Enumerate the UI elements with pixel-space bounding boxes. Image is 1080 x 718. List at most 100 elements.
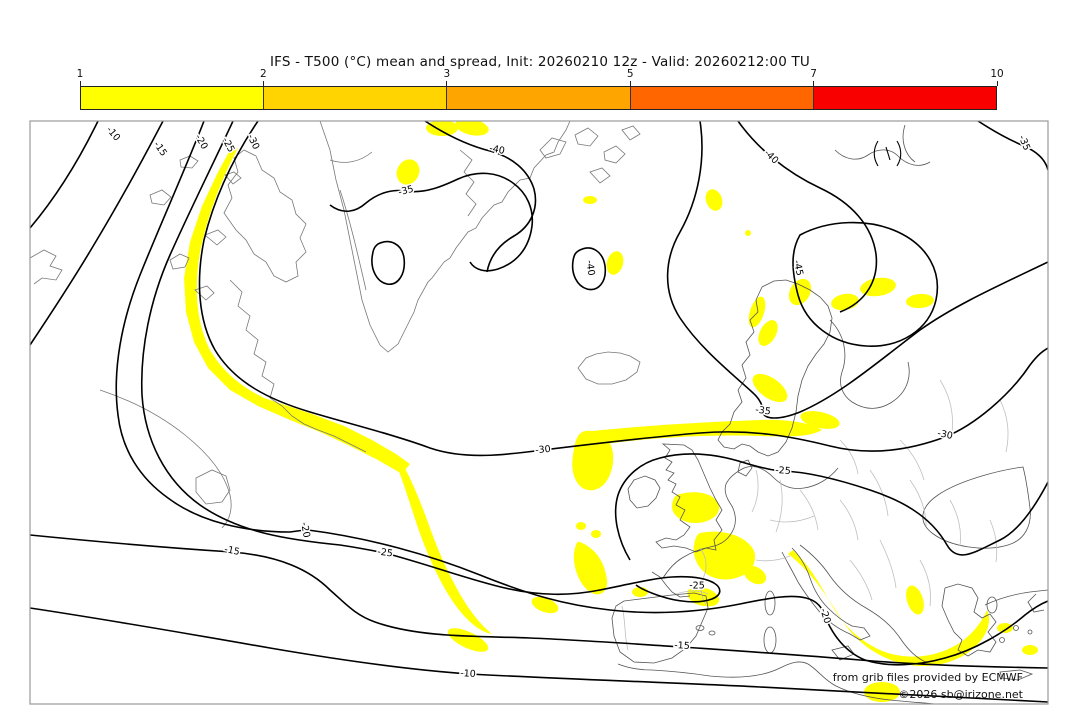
country-border — [939, 379, 953, 433]
spread-patch — [531, 596, 559, 614]
coastline-italy — [781, 547, 871, 641]
country-border — [909, 479, 927, 527]
coastline — [708, 630, 716, 636]
contour-minus30 — [198, 121, 1048, 457]
coastline-balkans — [799, 544, 927, 663]
contour-label--20: -20 — [817, 607, 832, 625]
coastline-greenland — [319, 121, 571, 353]
coastline — [902, 124, 916, 163]
spread-patch — [997, 623, 1013, 633]
country-border — [839, 499, 859, 541]
contour-minus10 — [30, 121, 99, 229]
colorbar-segment-3-5 — [447, 87, 631, 109]
coastline — [30, 249, 63, 285]
spread-patch — [906, 585, 924, 615]
contour-label--20: -20 — [298, 521, 312, 538]
contour-label-layer: -10-15 -20 -25 -30-35-40-40-40-45-35-35-30-… — [102, 123, 1033, 682]
spread-patch — [748, 296, 766, 328]
contour-minus15 — [30, 121, 164, 346]
coastline-africa — [617, 661, 936, 704]
coastline — [339, 189, 367, 291]
coastline — [459, 149, 477, 217]
coastline-crete — [999, 669, 1034, 681]
spread-patch — [573, 541, 608, 595]
spread-patch — [745, 230, 751, 236]
coastline-scandinavia — [717, 279, 833, 457]
contour-small — [873, 140, 879, 167]
contour-label--40: -40 — [488, 143, 505, 157]
contour-label--15: -15 — [674, 640, 690, 652]
coastline — [737, 459, 753, 477]
spread-patch — [705, 189, 723, 211]
country-border — [919, 559, 931, 607]
coastline-iceland — [577, 351, 641, 385]
coastline-blacksea — [922, 466, 1031, 549]
colorbar-segment-2-3 — [264, 87, 448, 109]
contour-label--45: -45 — [791, 259, 805, 276]
contour-label--35: -35 — [397, 184, 415, 199]
contour-minus40-closed — [571, 247, 607, 291]
contour-label--15: -15 — [151, 139, 169, 158]
coastline — [329, 151, 373, 163]
country-border — [839, 439, 859, 475]
spread-patch — [583, 196, 597, 204]
contour-minus35 — [329, 172, 534, 272]
coastline — [834, 149, 931, 166]
map-frame — [29, 120, 1049, 705]
coastline — [179, 155, 199, 169]
contour-minus25 — [614, 453, 1048, 561]
spread-patch — [860, 277, 896, 297]
contour-label--20: -20 — [192, 133, 209, 152]
coastline — [204, 229, 227, 246]
colorbar-segment-5-7 — [630, 87, 814, 109]
t500-contour-layer — [30, 121, 1048, 703]
coastline — [195, 469, 231, 505]
contour-small — [896, 140, 902, 167]
contour-label--30: -30 — [936, 428, 953, 442]
spread-patch — [1022, 645, 1038, 655]
coastline — [1027, 629, 1033, 635]
attribution-copyright: ©2026 sb@irizone.net — [898, 688, 1023, 701]
spread-patch — [606, 251, 624, 275]
colorbar-tick-mark — [629, 81, 631, 86]
contour-label--10: -10 — [104, 125, 122, 144]
colorbar-segment-1-2 — [81, 87, 265, 109]
colorbar-tick-label: 7 — [810, 68, 817, 80]
spread-patch — [906, 293, 934, 309]
coastline-greece — [941, 583, 997, 657]
coastline — [194, 285, 215, 301]
spread-patch — [693, 531, 756, 580]
spread-colorbar — [80, 86, 997, 110]
coastline — [1013, 625, 1019, 631]
colorbar-tick-mark — [996, 81, 998, 86]
coastline-turkey — [984, 589, 1048, 606]
spread-patch — [455, 121, 489, 136]
coastline-sardinia — [763, 626, 777, 654]
coastline — [539, 137, 567, 159]
colorbar-tick-mark — [79, 81, 81, 86]
country-border — [949, 499, 961, 547]
contour-minus35 — [666, 121, 1048, 419]
coastline — [99, 389, 232, 529]
contour-label--25: -25 — [689, 581, 705, 592]
spread-patch — [591, 530, 601, 538]
coastline — [603, 145, 626, 164]
spread-patch — [671, 492, 720, 523]
colorbar-tick-mark — [813, 81, 815, 86]
spread-patch — [394, 454, 492, 634]
country-border — [621, 605, 629, 651]
country-border-layer — [621, 379, 1009, 651]
contour-minus45-closed — [792, 221, 939, 347]
spread-patch — [752, 373, 788, 403]
attribution-source: from grib files provided by ECMWF — [832, 671, 1023, 684]
colorbar-ticks: 1 2 3 5 7 10 — [77, 68, 1004, 86]
contour-label--10: -10 — [460, 668, 476, 680]
contour-minus25 — [140, 121, 721, 603]
coastline — [169, 253, 190, 270]
spread-patch — [864, 682, 900, 702]
coastline — [1027, 593, 1045, 613]
coastline-europe — [662, 466, 839, 579]
coastline-layer — [30, 121, 1048, 704]
